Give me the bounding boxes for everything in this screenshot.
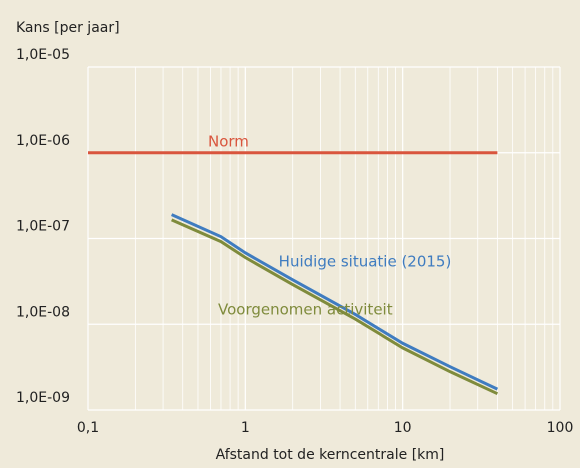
y-tick-label: 1,0E-05 (16, 47, 70, 63)
series-line (171, 218, 499, 396)
chart-title: Kans [per jaar] (16, 20, 120, 36)
series-label: Voorgenomen activiteit (218, 301, 393, 319)
x-tick-label: 0,1 (77, 420, 99, 436)
series-label: Huidige situatie (2015) (279, 253, 452, 271)
series-line (171, 213, 499, 391)
x-tick-label: 100 (547, 420, 574, 436)
y-tick-label: 1,0E-08 (16, 304, 70, 320)
y-tick-label: 1,0E-06 (16, 133, 70, 149)
x-tick-label: 10 (394, 420, 412, 436)
x-tick-label: 1 (241, 420, 250, 436)
y-tick-label: 1,0E-09 (16, 390, 70, 406)
y-tick-label: 1,0E-07 (16, 219, 70, 235)
x-axis-label: Afstand tot de kerncentrale [km] (216, 447, 445, 463)
series-label: Norm (208, 133, 249, 151)
